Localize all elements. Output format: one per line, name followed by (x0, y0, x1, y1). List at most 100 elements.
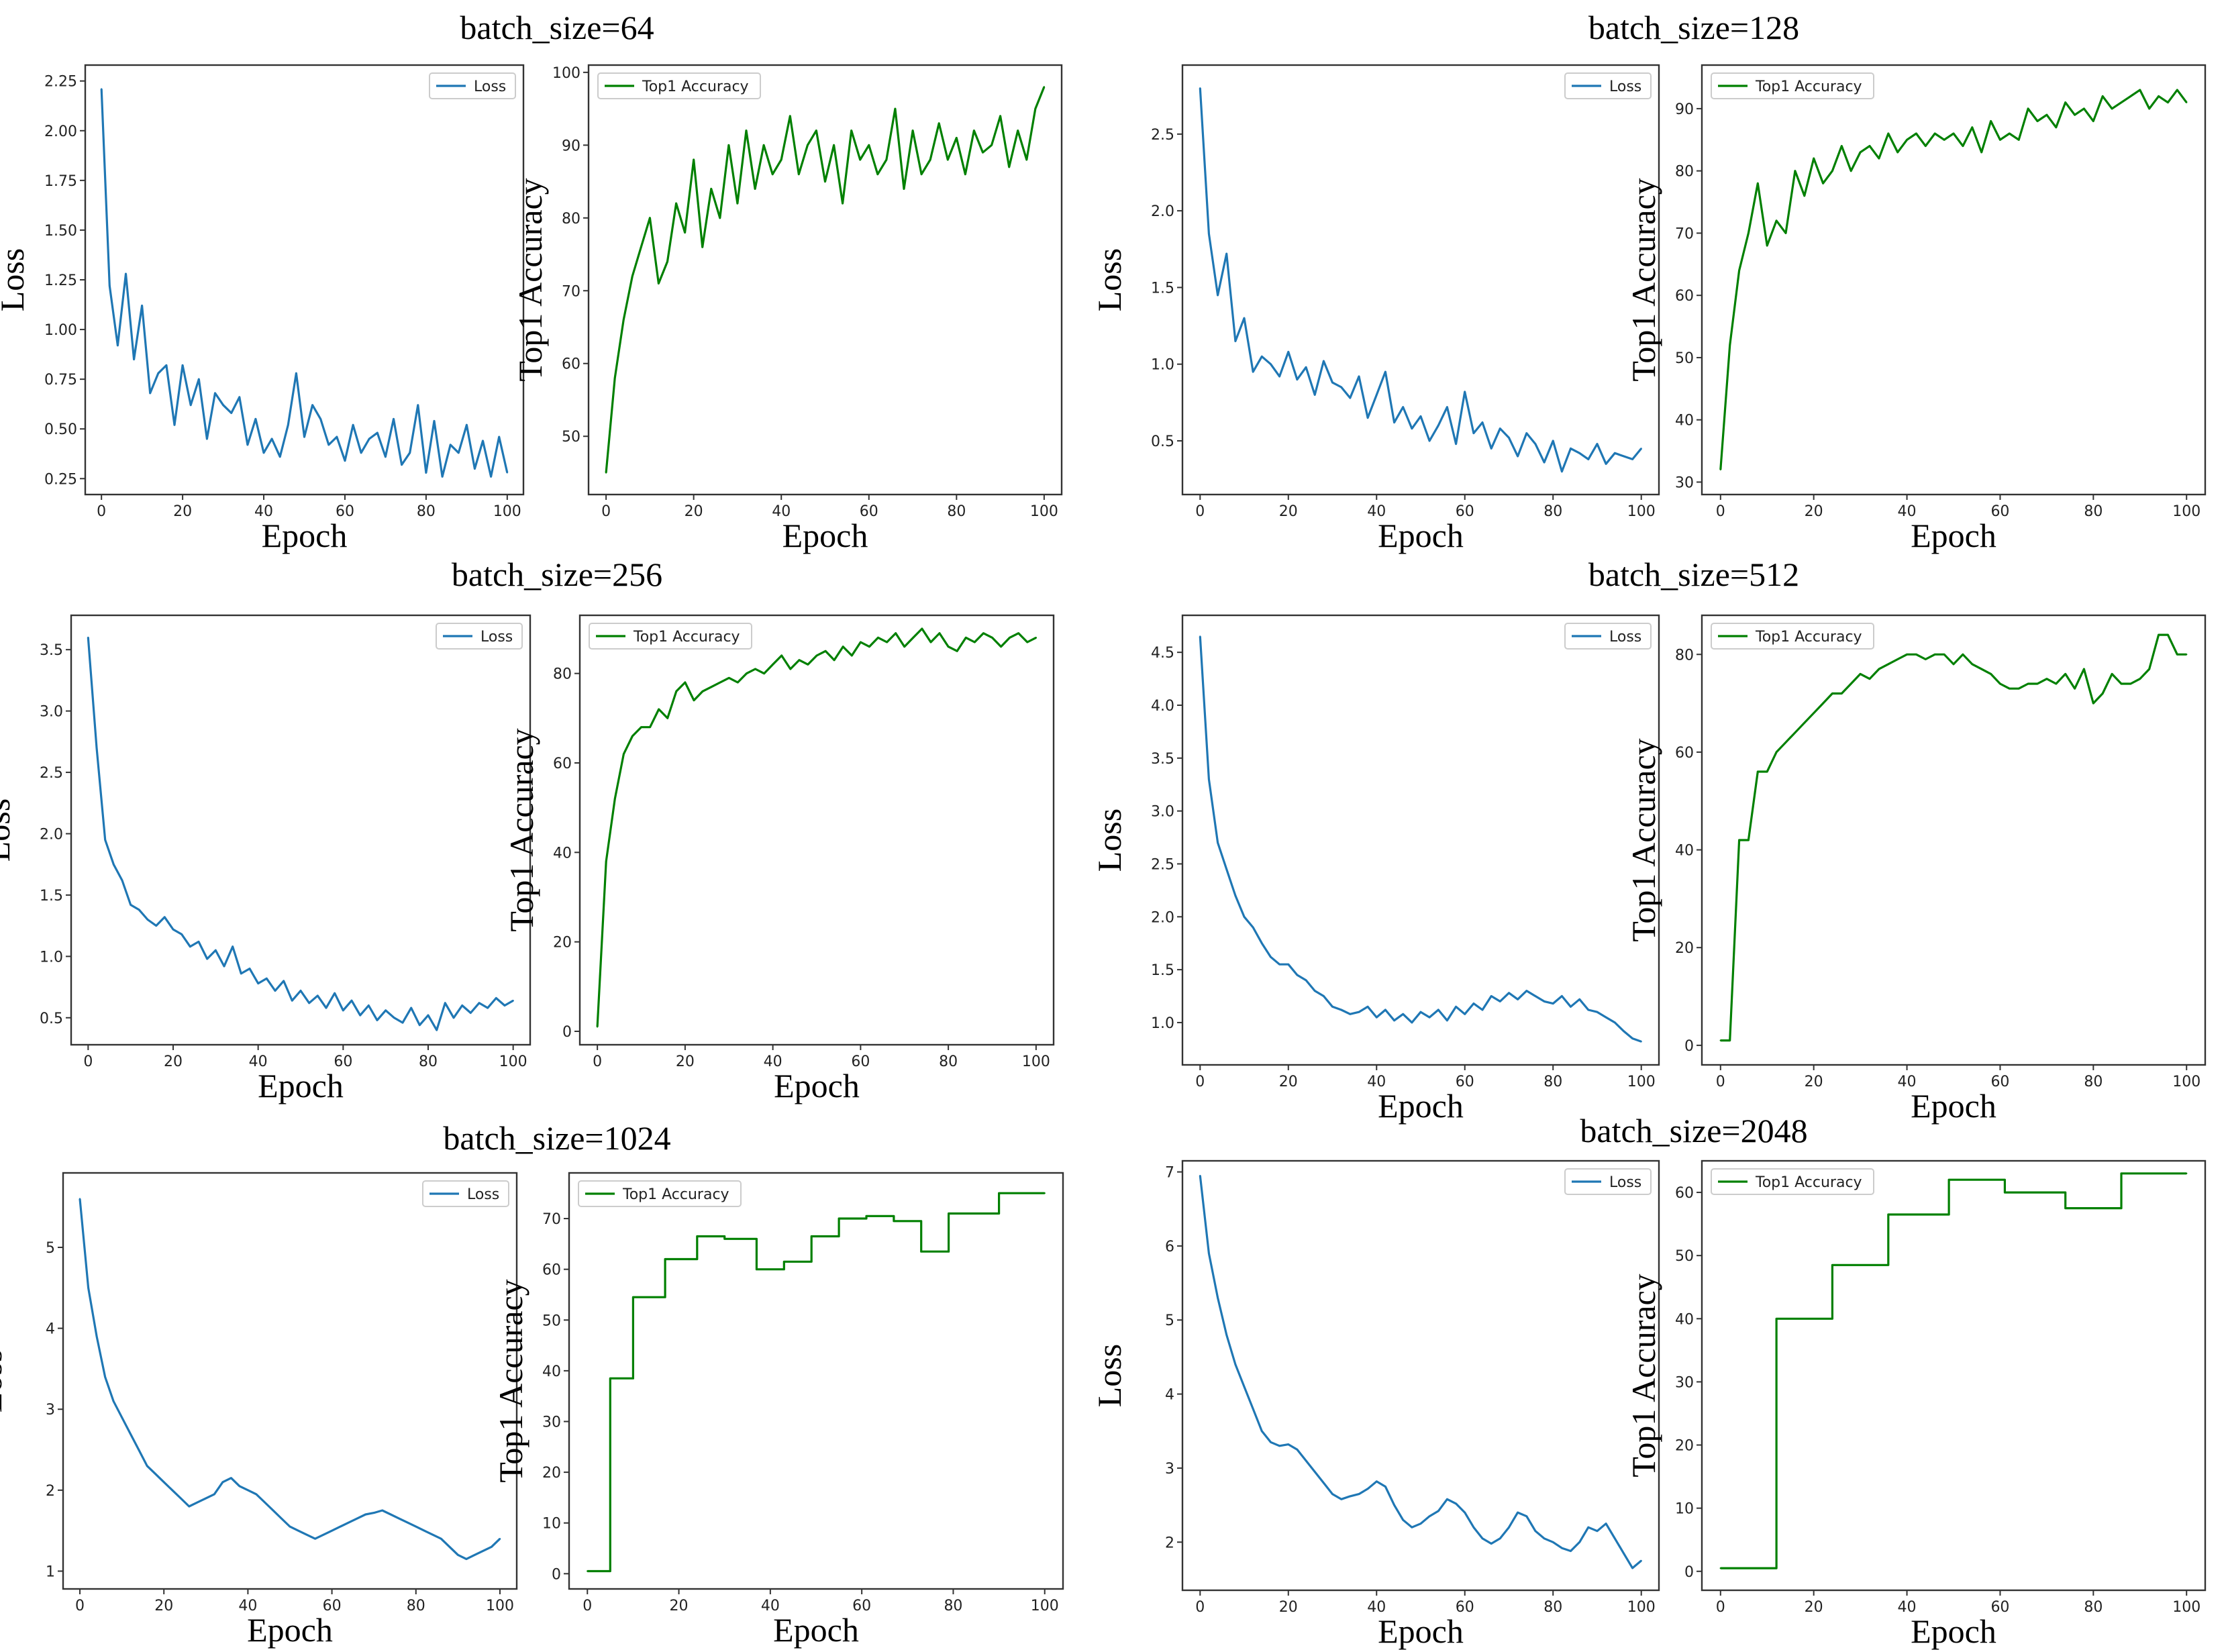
x-tick-label: 100 (1627, 1599, 1656, 1616)
accuracy-data-point (947, 158, 949, 161)
y-tick-label: 40 (553, 845, 572, 862)
x-axis-label: Epoch (1911, 517, 1996, 554)
accuracy-data-point (824, 650, 827, 652)
loss-data-point (407, 1521, 409, 1524)
accuracy-data-point (982, 632, 984, 634)
loss-data-point (113, 864, 115, 866)
loss-data-point (232, 945, 234, 947)
loss-data-point (331, 1530, 333, 1532)
accuracy-data-point (2064, 1191, 2066, 1194)
loss-data-point (1596, 1011, 1599, 1013)
accuracy-data-point (1729, 1039, 1731, 1041)
accuracy-data-point (772, 173, 774, 175)
loss-data-point (262, 452, 265, 454)
loss-data-point (1490, 995, 1493, 997)
loss-data-point (1490, 448, 1493, 450)
accuracy-data-point (623, 753, 625, 755)
accuracy-plot-5: 0 20 40 60 80 100 0 10 20 30 40 50 60 Top1 Accuracy Ep… (1625, 1159, 2207, 1650)
x-axis-label: Epoch (1378, 1612, 1464, 1650)
loss-data-point (1596, 443, 1599, 445)
loss-data-point (393, 1017, 395, 1019)
accuracy-data-point (587, 1570, 589, 1572)
loss-data-point (1640, 448, 1642, 450)
loss-data-point (308, 1002, 310, 1004)
accuracy-data-point (1803, 195, 1805, 197)
accuracy-data-point (1887, 663, 1889, 665)
legend-box (422, 1180, 509, 1207)
accuracy-data-point (2139, 89, 2141, 91)
loss-data-point (230, 1477, 232, 1479)
loss-data-point (1464, 1013, 1466, 1015)
loss-data-point (1543, 1537, 1546, 1539)
accuracy-data-point (2139, 678, 2141, 680)
accuracy-data-point (842, 202, 844, 205)
loss-legend: Loss (436, 623, 523, 650)
accuracy-data-point (1748, 232, 1750, 234)
accuracy-data-point (920, 1220, 922, 1223)
accuracy-data-point (868, 144, 870, 146)
loss-data-point (482, 440, 484, 442)
accuracy-data-point (2036, 682, 2039, 685)
loss-data-point (317, 994, 319, 997)
accuracy-data-point (1025, 158, 1028, 161)
loss-data-point (121, 1416, 123, 1418)
loss-data-point (283, 980, 285, 982)
y-tick-label: 50 (562, 429, 580, 446)
x-tick-label: 80 (947, 503, 966, 520)
accuracy-data-point (920, 173, 923, 175)
x-axis-label: Epoch (782, 517, 868, 554)
accuracy-data-point (2055, 126, 2057, 128)
x-tick-label: 0 (97, 503, 106, 520)
accuracy-data-point (970, 1212, 972, 1215)
y-tick-label: 30 (1675, 474, 1694, 491)
x-tick-label: 100 (2172, 1074, 2200, 1090)
loss-data-point (1428, 440, 1431, 442)
y-tick-label: 2.5 (40, 765, 63, 782)
y-tick-label: 2 (1165, 1535, 1174, 1551)
x-axis-label: Epoch (1911, 1612, 1996, 1650)
accuracy-data-point (1794, 731, 1797, 734)
accuracy-data-point (1035, 637, 1038, 639)
accuracy-data-point (1766, 770, 1768, 773)
y-tick-label: 1.5 (40, 888, 63, 905)
accuracy-axes-frame (568, 1172, 1064, 1590)
accuracy-data-point (998, 1192, 1000, 1194)
accuracy-data-point (789, 668, 792, 670)
loss-data-point (1455, 443, 1457, 445)
accuracy-data-point (751, 1238, 753, 1240)
loss-data-point (1472, 1527, 1475, 1529)
accuracy-data-point (2158, 95, 2160, 97)
loss-data-point (1508, 992, 1510, 994)
y-axis-label: Loss (0, 248, 31, 311)
loss-data-point (281, 1517, 283, 1520)
y-axis-label: Loss (0, 1349, 9, 1412)
loss-data-point (1552, 440, 1554, 442)
loss-data-point (1234, 894, 1237, 897)
y-tick-label: 4.0 (1151, 698, 1174, 715)
y-tick-label: 2.00 (44, 123, 77, 140)
loss-data-point (1499, 1000, 1501, 1002)
accuracy-data-point (2009, 688, 2011, 690)
accuracy-data-point (1757, 183, 1759, 185)
x-tick-label: 80 (2084, 503, 2103, 520)
x-tick-label: 100 (493, 503, 521, 520)
y-tick-label: 80 (1675, 647, 1694, 664)
loss-data-point (291, 1000, 293, 1002)
loss-data-point (441, 476, 444, 478)
accuracy-data-point (658, 708, 660, 711)
loss-data-point (1384, 370, 1386, 373)
accuracy-data-point (1952, 663, 1955, 665)
x-axis-label: Epoch (1911, 1087, 1996, 1125)
y-tick-label: 0.5 (1151, 433, 1174, 450)
accuracy-data-point (1766, 244, 1768, 247)
accuracy-data-point (1775, 1318, 1778, 1320)
x-tick-label: 20 (685, 503, 703, 520)
loss-axes-frame (1181, 64, 1660, 496)
y-tick-label: 20 (553, 935, 572, 951)
loss-data-point (146, 1465, 148, 1467)
loss-data-point (109, 285, 111, 287)
y-tick-label: 60 (1675, 1185, 1694, 1202)
accuracy-data-point (696, 1235, 699, 1237)
loss-data-point (1261, 942, 1263, 944)
accuracy-data-point (1719, 468, 1721, 471)
